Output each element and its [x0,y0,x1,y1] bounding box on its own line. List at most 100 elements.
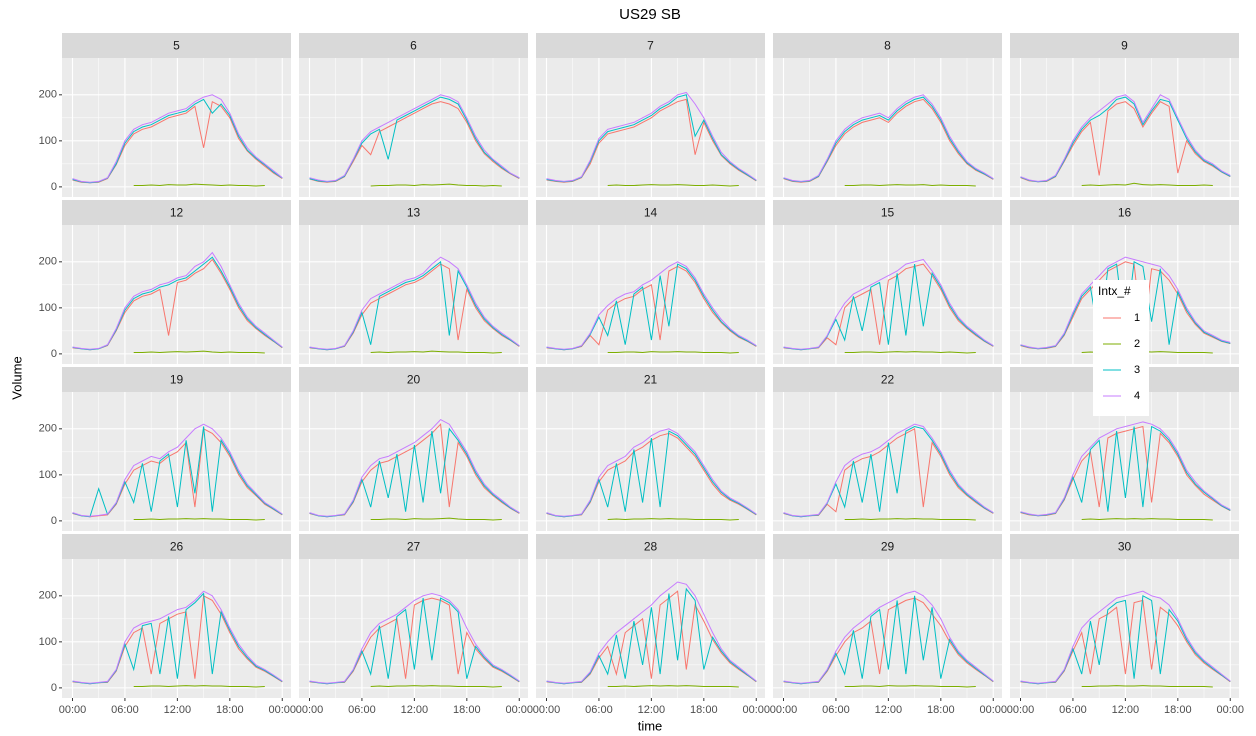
strip [536,367,765,392]
strip [62,33,291,58]
series-line [1020,96,1231,183]
strip [1010,33,1239,58]
plot-background [299,559,528,698]
strip [1010,200,1239,225]
panel: 29 00:00 06:00 12:00 18:00 00:00 [770,534,1007,716]
series-line [844,685,976,688]
plot-background [62,559,291,698]
legend-label: 3 [1134,364,1140,376]
series-line [546,261,757,350]
strip-label: 7 [647,39,654,53]
series-line [72,94,283,183]
panel: 14 [536,200,765,364]
panel: 5 0 100 200 [39,33,291,197]
plot-background [299,392,528,531]
panel: 28 00:00 06:00 12:00 18:00 00:00 [533,534,770,716]
y-tick-label: 100 [39,302,57,314]
series-line [309,96,520,183]
strip [299,534,528,559]
series-line [133,685,265,688]
series-line [309,256,520,350]
y-tick-label: 200 [39,590,57,602]
legend-box [1093,280,1149,416]
y-tick-label: 0 [51,181,57,193]
strip [62,200,291,225]
plot-background [62,58,291,197]
strip-label: 26 [170,540,184,554]
x-tick-label: 18:00 [216,704,244,716]
panel: 7 [536,33,765,197]
strip-label: 14 [644,206,658,220]
strip-label: 12 [170,206,184,220]
panel: 15 [773,200,1002,364]
x-tick-label: 00:00 [770,704,798,716]
strip [299,33,528,58]
series-line [72,251,283,350]
x-tick-label: 06:00 [822,704,850,716]
y-tick-label: 0 [51,515,57,527]
chart-title: US29 SB [619,6,681,23]
x-tick-label: 12:00 [875,704,903,716]
plot-background [536,392,765,531]
series-line [133,183,265,187]
series-line [546,581,757,684]
strip [773,367,1002,392]
x-tick-label: 12:00 [638,704,666,716]
series-line [370,685,502,688]
plot-background [773,58,1002,197]
x-tick-label: 00:00 [1216,704,1244,716]
panel: 6 [299,33,528,197]
series-line [844,351,976,354]
series-line [546,91,757,182]
strip [773,33,1002,58]
panel: 8 [773,33,1002,197]
strip [299,367,528,392]
plot-background [773,559,1002,698]
series-line [546,428,757,517]
panel: 19 0 100 200 [39,367,291,531]
y-tick-label: 100 [39,636,57,648]
series-line [1081,685,1213,688]
x-tick-label: 06:00 [348,704,376,716]
plot-background [299,225,528,364]
series-line [783,423,994,517]
strip-label: 6 [410,39,417,53]
strip-label: 29 [881,540,895,554]
strip [62,534,291,559]
strip-label: 16 [1118,206,1132,220]
x-axis-label: time [638,718,663,733]
plot-background [1010,58,1239,197]
x-tick-label: 00:00 [742,704,770,716]
x-tick-label: 06:00 [1059,704,1087,716]
legend-label: 2 [1134,338,1140,350]
strip [536,33,765,58]
x-tick-label: 12:00 [164,704,192,716]
y-tick-label: 200 [39,89,57,101]
y-axis-label: Volume [9,356,24,399]
x-tick-label: 00:00 [533,704,561,716]
x-tick-label: 06:00 [111,704,139,716]
x-tick-label: 18:00 [453,704,481,716]
series-line [370,183,502,187]
plot-background [536,58,765,197]
plot-background [773,392,1002,531]
panel: 20 [299,367,528,531]
x-tick-label: 18:00 [690,704,718,716]
series-line [309,418,520,517]
x-tick-label: 12:00 [1112,704,1140,716]
series-line [1081,182,1213,187]
series-line [607,518,739,521]
panel: 13 [299,200,528,364]
series-line [1081,518,1213,521]
strip-label: 30 [1118,540,1132,554]
series-line [783,258,994,350]
series-line [72,590,283,684]
x-tick-label: 00:00 [505,704,533,716]
strip [773,200,1002,225]
x-tick-label: 06:00 [585,704,613,716]
series-line [607,351,739,354]
series-line [783,590,994,684]
strip [536,534,765,559]
